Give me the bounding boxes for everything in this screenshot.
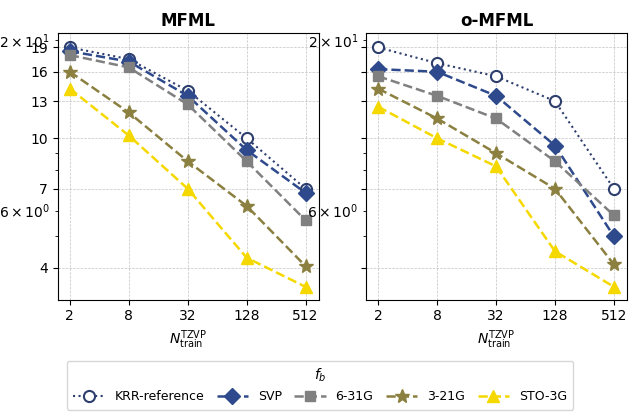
X-axis label: $N_{\mathrm{train}}^{\mathrm{TZVP}}$: $N_{\mathrm{train}}^{\mathrm{TZVP}}$ (477, 329, 516, 352)
X-axis label: $N_{\mathrm{train}}^{\mathrm{TZVP}}$: $N_{\mathrm{train}}^{\mathrm{TZVP}}$ (169, 329, 207, 352)
Title: o-MFML: o-MFML (460, 12, 533, 30)
Legend: KRR-reference, SVP, 6-31G, 3-21G, STO-3G: KRR-reference, SVP, 6-31G, 3-21G, STO-3G (67, 361, 573, 410)
Title: MFML: MFML (161, 12, 216, 30)
